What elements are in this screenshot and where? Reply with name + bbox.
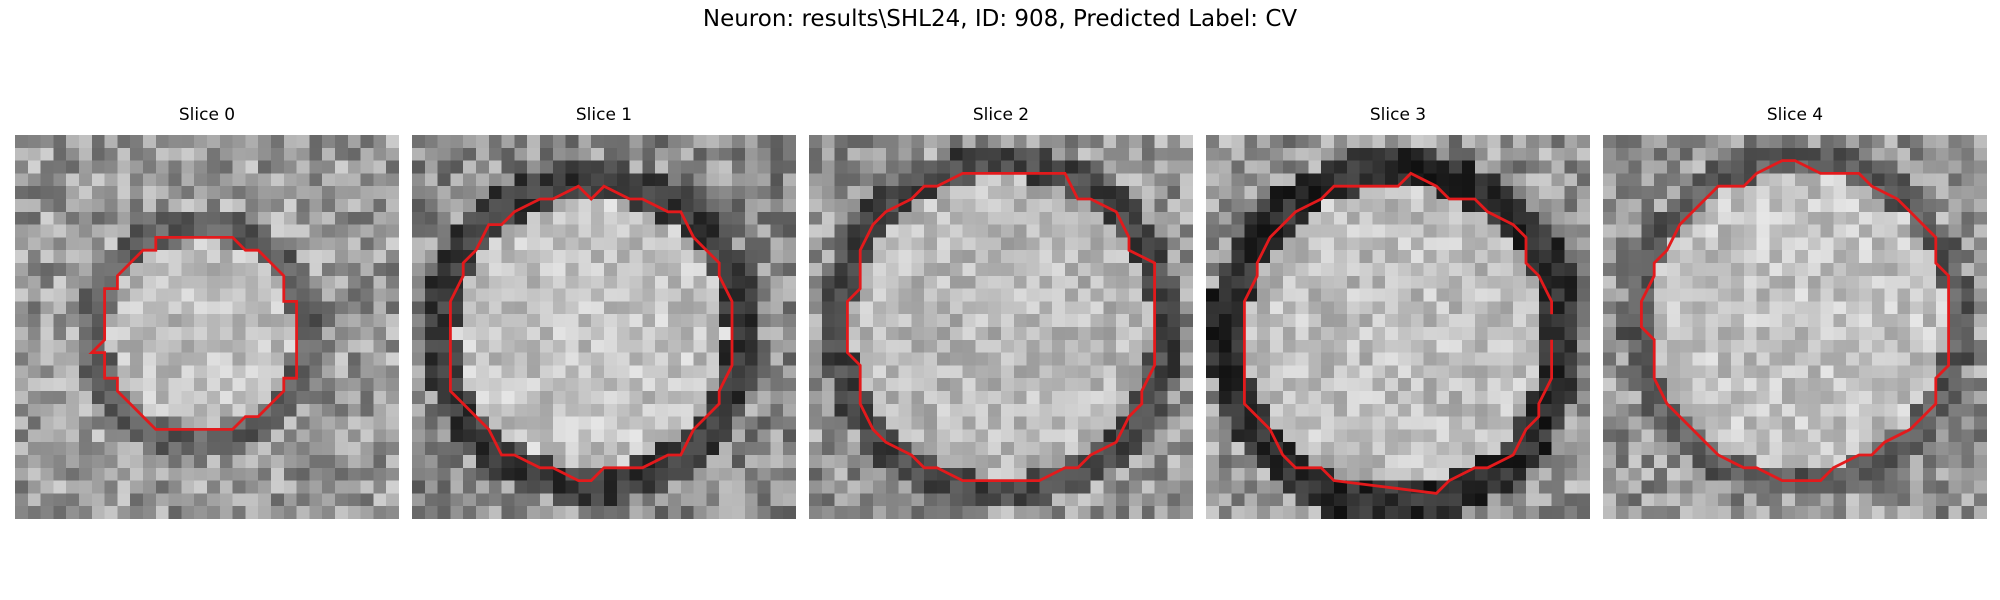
slice-image [1603, 135, 1987, 519]
segmentation-contour [88, 235, 299, 431]
slice-title: Slice 4 [1766, 105, 1824, 125]
slice-title: Slice 1 [575, 105, 633, 125]
segmentation-contour [1639, 159, 1951, 483]
segmentation-contour [448, 184, 734, 483]
figure-title: Neuron: results\SHL24, ID: 908, Predicte… [702, 6, 1298, 32]
slice-image [412, 135, 796, 519]
slice-image [809, 135, 1193, 519]
segmentation-contour [1242, 171, 1554, 495]
slice-title: Slice 3 [1369, 105, 1427, 125]
slice-image [1206, 135, 1590, 519]
segmentation-contour [845, 171, 1157, 483]
slice-image [15, 135, 399, 519]
slice-title: Slice 2 [972, 105, 1030, 125]
slice-title: Slice 0 [178, 105, 236, 125]
